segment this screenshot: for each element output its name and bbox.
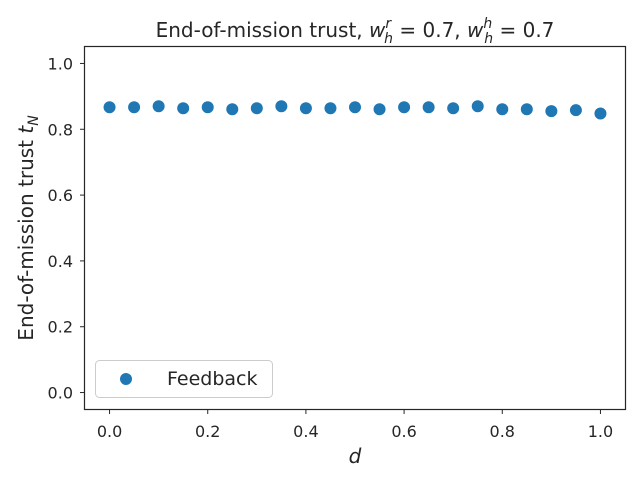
data-point [128,101,141,114]
x-tick-label: 0.4 [293,422,318,441]
data-point [275,100,288,113]
data-point [422,101,435,114]
data-point [496,103,509,116]
data-point [349,101,361,114]
y-tick-label: 0.6 [48,186,73,205]
data-point [447,102,460,115]
x-tick-label: 1.0 [588,422,613,441]
x-tick-label: 0.0 [97,422,122,441]
y-tick-label: 0.8 [48,120,73,139]
data-point [594,107,607,120]
data-point [471,100,484,113]
chart-title: End-of-mission trust, wr h = 0.7, wh h = 0… [156,16,555,47]
data-point [398,101,411,114]
data-point [373,103,386,116]
legend-box [95,360,273,398]
legend: Feedback [95,360,273,398]
y-axis-ticks: 0.0 0.2 0.4 0.6 0.8 1.0 [48,54,85,403]
x-tick-label: 0.6 [391,422,416,441]
data-point [152,100,165,113]
x-axis-ticks: 0.0 0.2 0.4 0.6 0.8 1.0 [97,409,613,441]
data-point [324,102,337,115]
data-point [250,102,263,115]
data-point [569,104,582,117]
data-point [226,103,239,116]
y-tick-label: 0.4 [48,252,73,271]
y-axis-label: End-of-mission trust tN [14,115,42,341]
legend-label: Feedback [167,368,257,390]
y-tick-label: 1.0 [48,54,73,73]
data-point [545,105,558,118]
x-tick-label: 0.8 [490,422,515,441]
plot-area-frame [83,45,627,411]
x-tick-label: 0.2 [195,422,220,441]
data-point [103,101,116,114]
y-tick-label: 0.0 [48,384,73,403]
data-points [103,100,607,120]
data-point [299,102,312,115]
legend-marker [120,373,132,385]
data-point [177,102,190,115]
x-axis-label: d [349,444,362,468]
data-point [201,101,214,114]
y-tick-label: 0.2 [48,318,73,337]
data-point [520,103,533,116]
